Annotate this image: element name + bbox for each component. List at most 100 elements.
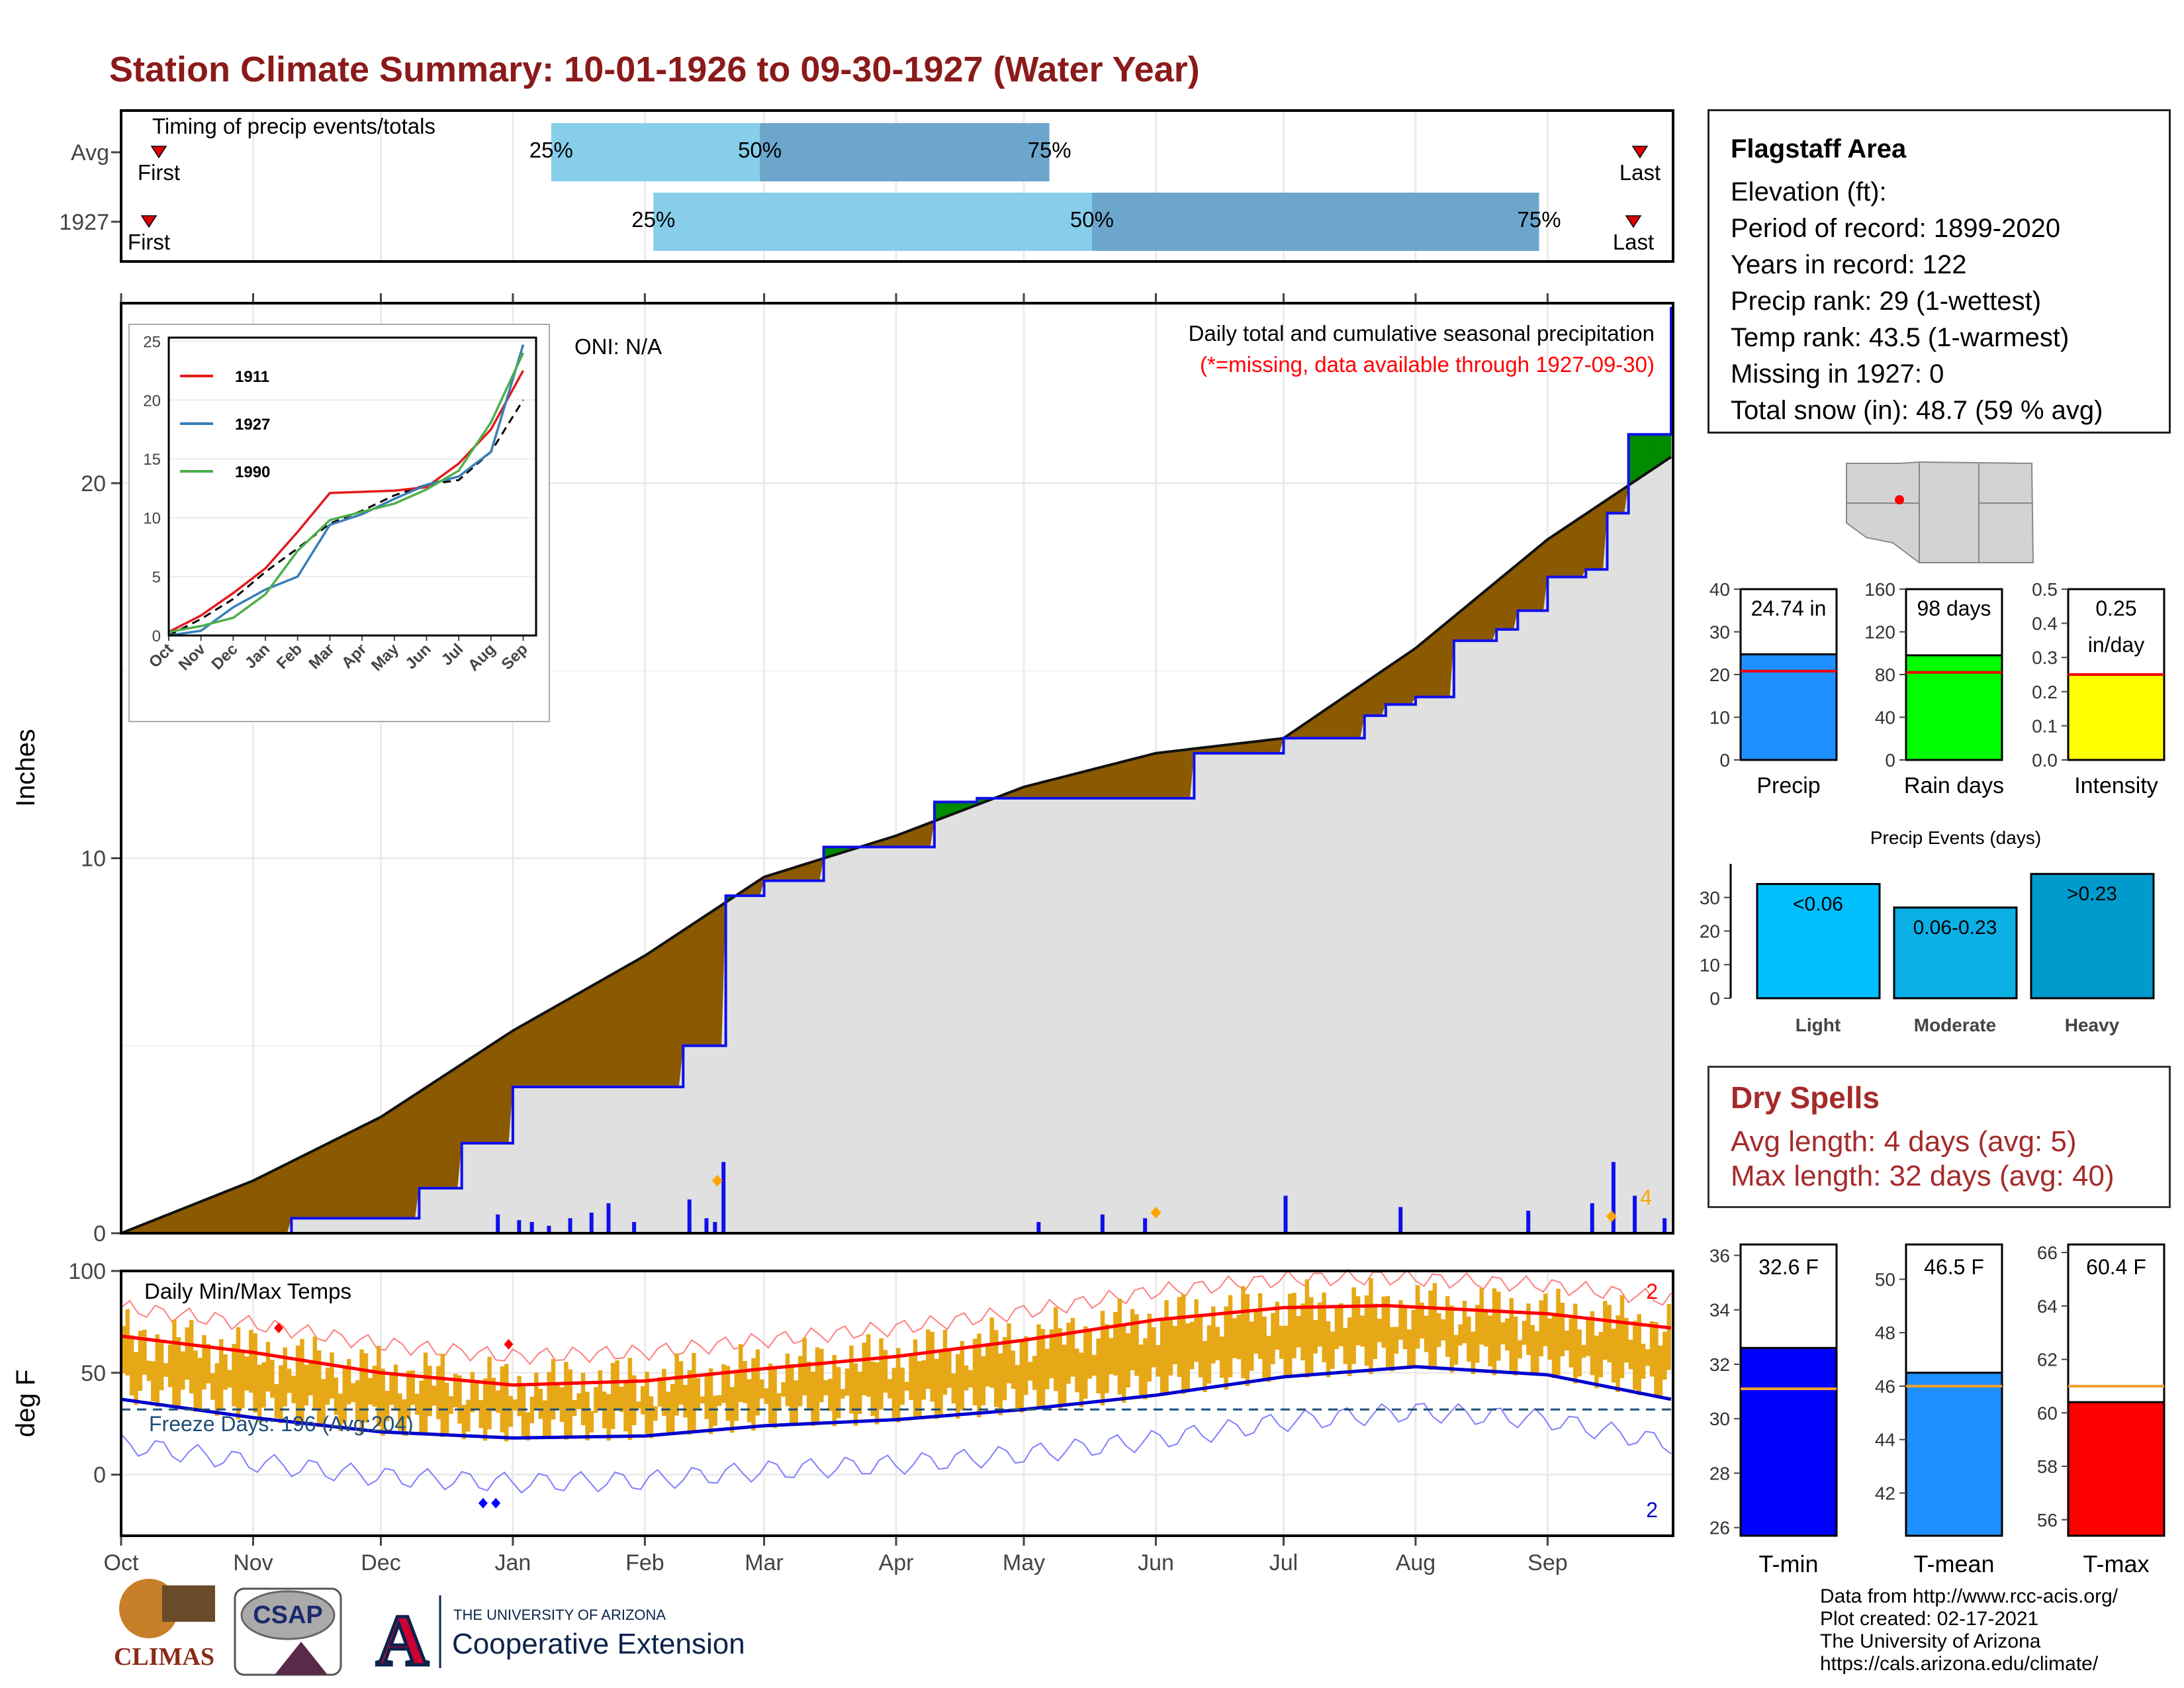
temps-title: Daily Min/Max Temps xyxy=(144,1279,351,1303)
daily-precip-bar xyxy=(1100,1214,1105,1233)
daily-precip-bar xyxy=(496,1214,500,1233)
daily-precip-bar xyxy=(1143,1218,1148,1233)
event-bar-label: Moderate xyxy=(1914,1015,1996,1035)
footer-line: Data from http://www.rcc-acis.org/ xyxy=(1820,1585,2118,1607)
info-years: Years in record: 122 xyxy=(1731,250,1967,279)
inset-ytick: 25 xyxy=(143,333,161,351)
temp-bar-tick: 26 xyxy=(1709,1518,1730,1538)
precip-ytick: 20 xyxy=(81,471,106,496)
mini-bar xyxy=(2067,673,2165,761)
daily-precip-bar xyxy=(1398,1207,1403,1233)
mini-bar-label: Precip xyxy=(1756,773,1820,798)
footer-credits: Data from http://www.rcc-acis.org/ Plot … xyxy=(1820,1585,2118,1675)
csap-logo-icon xyxy=(275,1642,328,1675)
mini-bar-label: Rain days xyxy=(1904,773,2004,798)
precip-frame xyxy=(120,302,1674,1235)
temp-bar-label: T-min xyxy=(1759,1550,1819,1577)
temps-ylabel: deg F xyxy=(11,1370,40,1437)
event-bar-text: >0.23 xyxy=(2067,883,2117,905)
inset-ytick: 10 xyxy=(143,510,161,528)
timing-q25-label: 25% xyxy=(631,207,675,232)
mini-bar-tick: 40 xyxy=(1875,708,1895,728)
mini-bar-tick: 0.5 xyxy=(2032,579,2058,600)
cooperative-extension: Cooperative Extension xyxy=(452,1628,745,1660)
missing-note: (*=missing, data available through 1927-… xyxy=(1200,352,1655,377)
station-location-dot xyxy=(1895,495,1904,504)
timing-row-label: 1927 xyxy=(59,210,109,235)
last-label: Last xyxy=(1619,160,1661,185)
temp-bar-tick: 42 xyxy=(1875,1483,1895,1503)
temps-ytick: 100 xyxy=(68,1259,106,1284)
daily-precip-bar xyxy=(1526,1211,1531,1233)
mini-bar-tick: 0 xyxy=(1719,750,1730,771)
temp-bar xyxy=(2067,1401,2165,1537)
daily-precip-bar xyxy=(721,1162,726,1233)
last-label: Last xyxy=(1613,230,1654,254)
mini-bar-tick: 0.4 xyxy=(2032,614,2058,634)
normal-min-line xyxy=(120,1365,1672,1440)
events-title: Precip Events (days) xyxy=(1870,827,2041,848)
mini-bar-value: in/day xyxy=(2088,633,2144,657)
dry-spells-title: Dry Spells xyxy=(1731,1080,1880,1115)
mini-bar-value: 24.74 in xyxy=(1751,596,1827,620)
csap-logo: CSAP xyxy=(253,1601,323,1629)
month-label: Jul xyxy=(1269,1550,1298,1575)
info-snow: Total snow (in): 48.7 (59 % avg) xyxy=(1731,396,2103,425)
normal-max-line xyxy=(120,1303,1672,1387)
temp-bar-tick: 36 xyxy=(1709,1245,1730,1266)
timing-bar-50-75 xyxy=(760,123,1050,181)
record-low-marker xyxy=(491,1497,501,1509)
observed-cumulative-line xyxy=(121,306,1672,1235)
snow-marker xyxy=(1150,1206,1161,1219)
info-elevation: Elevation (ft): xyxy=(1731,177,1887,207)
temps-frame xyxy=(120,1270,1674,1537)
temp-bar-label: T-mean xyxy=(1913,1550,1994,1577)
events-tick: 20 xyxy=(1700,921,1720,942)
climas-logo-icon xyxy=(162,1585,215,1622)
timing-q25-label: 25% xyxy=(529,138,573,162)
dry-spells-box: Dry Spells Avg length: 4 days (avg: 5) M… xyxy=(1707,1066,2171,1208)
footer-line: Plot created: 02-17-2021 xyxy=(1820,1608,2039,1630)
station-name: Flagstaff Area xyxy=(1731,134,1907,164)
temp-bar-tick: 64 xyxy=(2037,1296,2058,1317)
snow-marker xyxy=(1606,1210,1617,1223)
daily-precip-bar xyxy=(687,1199,692,1233)
month-label: Oct xyxy=(104,1550,139,1575)
mini-bar-tick: 160 xyxy=(1864,579,1895,600)
month-label: Apr xyxy=(879,1550,914,1575)
mini-bar-tick: 0.2 xyxy=(2032,682,2058,702)
temp-bar-tick: 50 xyxy=(1875,1269,1895,1289)
inset-ytick: 20 xyxy=(143,392,161,410)
first-marker xyxy=(140,215,158,228)
daily-precip-bar xyxy=(1662,1218,1667,1233)
precip-subtitle: Daily total and cumulative seasonal prec… xyxy=(1189,321,1655,346)
timing-bar-25-50 xyxy=(653,193,1092,251)
mini-bar-tick: 120 xyxy=(1864,622,1895,643)
ua-name: THE UNIVERSITY OF ARIZONA xyxy=(453,1607,666,1623)
event-bar-label: Heavy xyxy=(2065,1015,2120,1035)
month-label: May xyxy=(1003,1550,1045,1575)
inset-frame xyxy=(167,336,537,637)
timing-q50-label: 50% xyxy=(738,138,782,162)
mini-bar-value: 0.25 xyxy=(2095,596,2136,620)
timing-frame xyxy=(120,109,1674,263)
temp-bar-tick: 32 xyxy=(1709,1354,1730,1375)
temp-bar-tick: 44 xyxy=(1875,1430,1895,1450)
mini-bar-tick: 30 xyxy=(1709,622,1730,643)
daily-precip-bar xyxy=(547,1225,551,1233)
station-info-box: Flagstaff Area Elevation (ft): Period of… xyxy=(1707,109,2171,434)
timing-q75-label: 75% xyxy=(1028,138,1071,162)
month-label: Dec xyxy=(361,1550,400,1575)
daily-precip-bar xyxy=(1036,1222,1041,1233)
temp-bar-tick: 34 xyxy=(1709,1300,1730,1321)
temp-bar-label: T-max xyxy=(2083,1550,2149,1577)
mini-bar-value: 98 days xyxy=(1917,596,1991,620)
event-bar-text: <0.06 xyxy=(1793,893,1843,915)
daily-precip-bar xyxy=(1611,1162,1615,1233)
temp-bar-value: 46.5 F xyxy=(1924,1255,1984,1279)
temp-bar-tick: 46 xyxy=(1875,1376,1895,1397)
daily-precip-bar xyxy=(1283,1196,1288,1233)
event-bar-text: 0.06-0.23 xyxy=(1913,917,1997,939)
month-label: Aug xyxy=(1396,1550,1436,1575)
